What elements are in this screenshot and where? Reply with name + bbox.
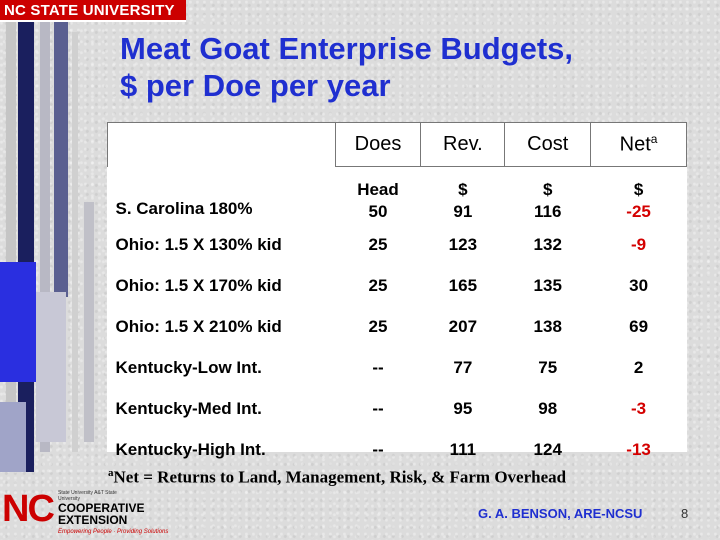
university-name: NC STATE UNIVERSITY: [4, 2, 175, 19]
row-label: Kentucky-Low Int.: [115, 358, 262, 377]
row-label: S. Carolina 180%: [115, 198, 253, 218]
cooperative-extension-logo: NC State University A&T State University…: [0, 488, 200, 540]
row-label: Ohio: 1.5 X 170% kid: [115, 276, 282, 295]
row-label: Kentucky-High Int.: [115, 440, 266, 459]
header-net-label: Net: [619, 133, 651, 156]
cell-net: 2: [633, 358, 644, 377]
cell-rev: $91: [421, 167, 505, 225]
cell-value: -25: [626, 201, 651, 221]
footnote: aNet = Returns to Land, Management, Risk…: [108, 467, 566, 488]
decorative-stripes: [0, 22, 120, 482]
cell-does: 25: [368, 235, 388, 254]
cell-does: --: [372, 358, 384, 377]
header-net: Neta: [590, 122, 687, 167]
header-does: Does: [334, 122, 422, 167]
cell-net: -3: [631, 399, 647, 418]
title-line-1: Meat Goat Enterprise Budgets,: [120, 31, 574, 66]
row-label: Kentucky-Med Int.: [115, 399, 262, 418]
extension-logo-line1: COOPERATIVE: [58, 501, 145, 515]
author-credit: G. A. BENSON, ARE-NCSU: [478, 506, 643, 521]
cell-does: 25: [368, 317, 388, 336]
page-number: 8: [681, 506, 689, 521]
footnote-marker: a: [108, 467, 114, 479]
cell-value: 116: [534, 201, 562, 221]
table-background: [107, 122, 687, 452]
slide-title: Meat Goat Enterprise Budgets, $ per Doe …: [120, 30, 700, 104]
university-logo-bar: NC STATE UNIVERSITY: [0, 0, 186, 22]
cell-cost: 98: [538, 399, 558, 418]
row-label: Ohio: 1.5 X 130% kid: [115, 235, 282, 254]
cell-cost: 75: [538, 358, 558, 377]
row-label: Ohio: 1.5 X 210% kid: [115, 317, 282, 336]
cell-rev: 123: [448, 235, 478, 254]
extension-logo-nc: NC: [2, 488, 55, 530]
cell-does: --: [372, 399, 384, 418]
cell-does: Head 50: [335, 167, 421, 225]
cell-net: $ -25: [591, 167, 687, 225]
table-header-row: Does Rev. Cost Neta: [107, 122, 687, 167]
cell-rev: 77: [453, 358, 473, 377]
extension-logo-small-text: State University A&T State University: [58, 490, 117, 502]
table-row: Kentucky-High Int. -- 111 124 -13: [108, 430, 687, 471]
footnote-text: Net = Returns to Land, Management, Risk,…: [113, 467, 567, 487]
unit-label: $: [542, 179, 553, 199]
budget-table: Does Rev. Cost Neta S. Carolina 180% Hea…: [107, 122, 687, 471]
header-net-superscript: a: [650, 132, 658, 147]
cell-net: 30: [629, 276, 649, 295]
cell-cost: $116: [505, 167, 591, 225]
cell-rev: 207: [448, 317, 478, 336]
table-row: Ohio: 1.5 X 210% kid 25 207 138 69: [108, 307, 687, 348]
header-cost: Cost: [504, 122, 592, 167]
cell-net: -13: [626, 440, 651, 459]
unit-label: $: [458, 179, 468, 199]
cell-cost: 124: [533, 440, 562, 459]
cell-does: --: [372, 440, 384, 459]
cell-rev: 111: [449, 440, 477, 459]
cell-rev: 165: [448, 276, 478, 295]
table-row: Ohio: 1.5 X 130% kid 25 123 132 -9: [108, 225, 687, 266]
table-row: Kentucky-Low Int. -- 77 75 2: [108, 348, 687, 389]
cell-cost: 135: [533, 276, 562, 295]
cell-rev: 95: [453, 399, 473, 418]
title-line-2: $ per Doe per year: [120, 68, 391, 103]
unit-label: $: [633, 179, 644, 199]
table-row: Ohio: 1.5 X 170% kid 25 165 135 30: [108, 266, 687, 307]
cell-does: 25: [368, 276, 388, 295]
unit-label: Head: [357, 179, 399, 199]
cell-cost: 132: [533, 235, 562, 254]
extension-logo-tagline: Empowering People · Providing Solutions: [58, 529, 169, 535]
table-row: S. Carolina 180% Head 50 $91 $116 $ -25: [108, 167, 687, 225]
cell-cost: 138: [533, 317, 562, 336]
extension-logo-line2: EXTENSION: [58, 513, 128, 527]
header-rev: Rev.: [420, 122, 506, 167]
cell-value: 91: [453, 201, 473, 221]
table-row: Kentucky-Med Int. -- 95 98 -3: [108, 389, 687, 430]
header-blank-cell: [107, 122, 336, 167]
cell-net: 69: [629, 317, 649, 336]
cell-net: -9: [631, 235, 647, 254]
cell-value: 50: [368, 201, 388, 221]
